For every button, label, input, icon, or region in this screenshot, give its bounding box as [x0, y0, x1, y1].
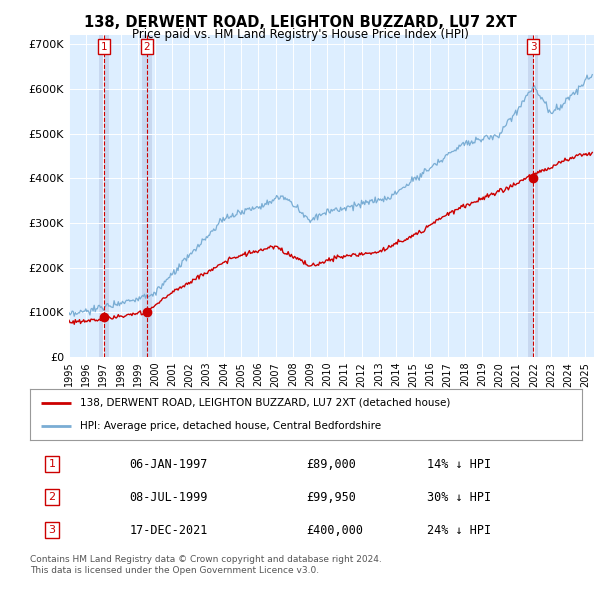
Text: £99,950: £99,950 — [306, 490, 356, 504]
Text: 17-DEC-2021: 17-DEC-2021 — [130, 523, 208, 537]
Text: Contains HM Land Registry data © Crown copyright and database right 2024.: Contains HM Land Registry data © Crown c… — [30, 555, 382, 563]
Text: This data is licensed under the Open Government Licence v3.0.: This data is licensed under the Open Gov… — [30, 566, 319, 575]
Text: Price paid vs. HM Land Registry's House Price Index (HPI): Price paid vs. HM Land Registry's House … — [131, 28, 469, 41]
Text: 24% ↓ HPI: 24% ↓ HPI — [427, 523, 491, 537]
Text: 138, DERWENT ROAD, LEIGHTON BUZZARD, LU7 2XT: 138, DERWENT ROAD, LEIGHTON BUZZARD, LU7… — [83, 15, 517, 30]
Text: 06-JAN-1997: 06-JAN-1997 — [130, 457, 208, 471]
Text: 1: 1 — [100, 42, 107, 52]
Text: 08-JUL-1999: 08-JUL-1999 — [130, 490, 208, 504]
Text: HPI: Average price, detached house, Central Bedfordshire: HPI: Average price, detached house, Cent… — [80, 421, 381, 431]
Text: £400,000: £400,000 — [306, 523, 363, 537]
Text: 3: 3 — [530, 42, 536, 52]
Text: 30% ↓ HPI: 30% ↓ HPI — [427, 490, 491, 504]
Text: 1: 1 — [49, 459, 56, 469]
Text: 3: 3 — [49, 525, 56, 535]
Text: 14% ↓ HPI: 14% ↓ HPI — [427, 457, 491, 471]
Text: £89,000: £89,000 — [306, 457, 356, 471]
Text: 2: 2 — [49, 492, 56, 502]
Bar — [142, 35, 152, 357]
Bar — [528, 35, 538, 357]
Text: 2: 2 — [143, 42, 150, 52]
Bar — [98, 35, 109, 357]
Text: 138, DERWENT ROAD, LEIGHTON BUZZARD, LU7 2XT (detached house): 138, DERWENT ROAD, LEIGHTON BUZZARD, LU7… — [80, 398, 450, 408]
